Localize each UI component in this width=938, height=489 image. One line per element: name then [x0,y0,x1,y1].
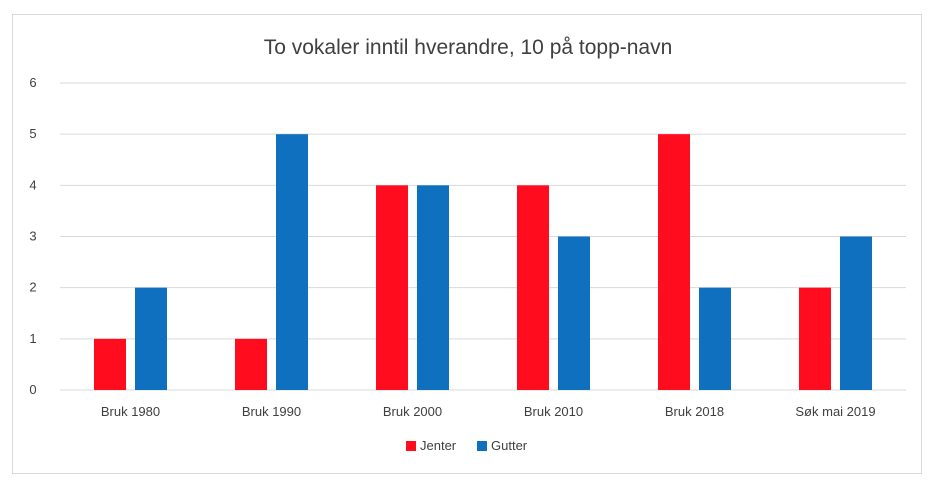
y-tick-label: 6 [29,75,36,90]
x-tick-label: Bruk 1980 [101,404,160,419]
x-axis-ticks: Bruk 1980 Bruk 1990 Bruk 2000 Bruk 2010 Bruk… [101,404,876,419]
bar-gutter [417,185,449,390]
x-tick-label: Søk mai 2019 [795,404,875,419]
y-tick-label: 1 [29,331,36,346]
bar-jenter [517,185,549,390]
x-tick-label: Bruk 1990 [242,404,301,419]
y-tick-label: 3 [29,229,36,244]
bar-jenter [658,134,690,390]
x-tick-label: Bruk 2018 [665,404,724,419]
bar-jenter [94,338,126,390]
bar-gutter [135,287,167,390]
legend-label-jenter: Jenter [420,438,457,453]
x-tick-label: Bruk 2000 [383,404,442,419]
legend[interactable]: Jenter Gutter [406,438,528,453]
bar-gutter [840,236,872,390]
bar-jenter [376,185,408,390]
legend-swatch-gutter [477,441,487,451]
bar-gutter [276,134,308,390]
legend-swatch-jenter [406,441,416,451]
y-axis-ticks: 0 1 2 3 4 5 6 [29,75,36,397]
bar-jenter [799,287,831,390]
bar-gutter [558,236,590,390]
legend-label-gutter: Gutter [491,438,528,453]
chart-frame: To vokaler inntil hverandre, 10 på topp-… [12,14,922,474]
bar-jenter [235,338,267,390]
gridlines [60,82,906,391]
x-tick-label: Bruk 2010 [524,404,583,419]
y-tick-label: 2 [29,280,36,295]
chart-title: To vokaler inntil hverandre, 10 på topp-… [264,36,673,59]
y-tick-label: 4 [29,177,36,192]
bars [94,134,872,390]
bar-chart: To vokaler inntil hverandre, 10 på topp-… [29,36,906,453]
y-tick-label: 0 [29,382,36,397]
bar-gutter [699,287,731,390]
y-tick-label: 5 [29,126,36,141]
